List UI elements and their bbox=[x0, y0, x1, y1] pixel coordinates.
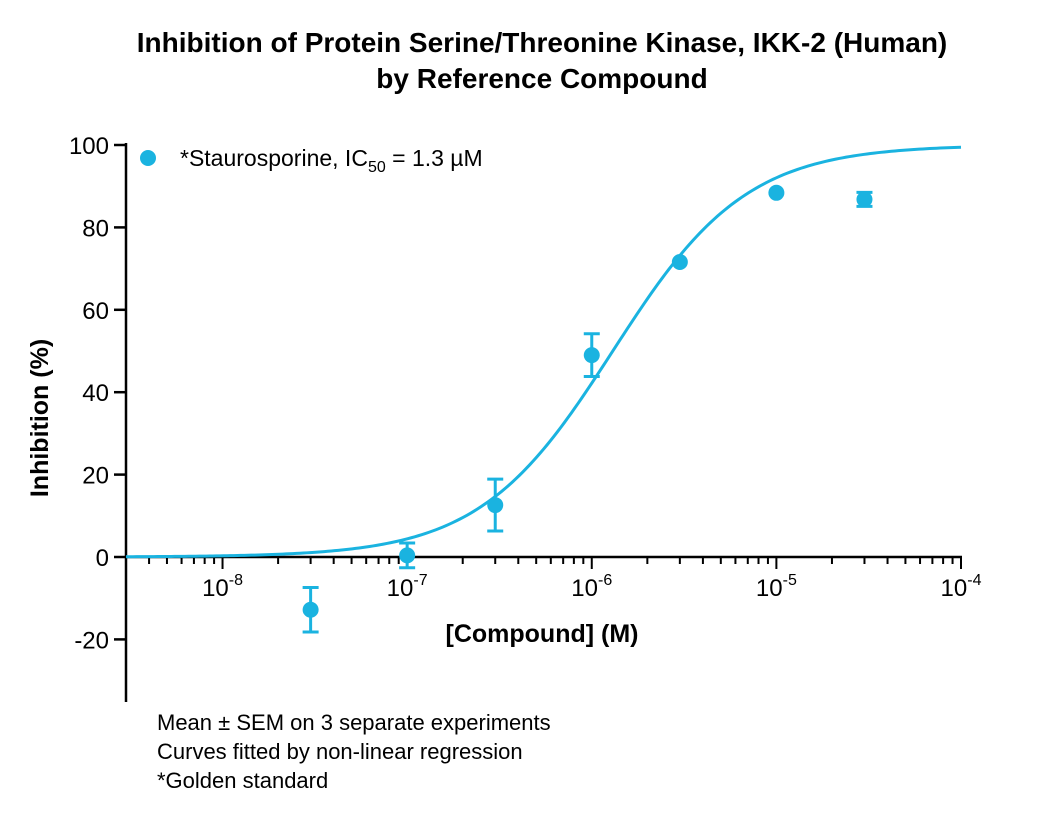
data-point-group bbox=[487, 477, 504, 533]
x-tick-label-base: 10 bbox=[571, 575, 598, 602]
data-point bbox=[671, 254, 688, 271]
footnote-sem-prefix: Mean bbox=[157, 710, 219, 735]
y-tick-label: 60 bbox=[82, 298, 109, 325]
footnote-sem: Mean ± SEM on 3 separate experiments bbox=[157, 708, 551, 737]
data-point bbox=[583, 347, 600, 364]
x-tick-label-exponent: -8 bbox=[229, 572, 243, 589]
x-tick-label: 10-4 bbox=[941, 572, 982, 602]
legend-label-subscript: 50 bbox=[368, 159, 386, 176]
data-point-group bbox=[671, 254, 688, 271]
footnote-fit-method: Curves fitted by non-linear regression bbox=[157, 739, 523, 764]
data-point bbox=[302, 601, 319, 618]
data-point-group bbox=[768, 184, 785, 201]
data-point-group bbox=[399, 541, 416, 570]
footnote-golden-standard: *Golden standard bbox=[157, 768, 329, 793]
legend-marker bbox=[140, 150, 156, 166]
x-tick-label: 10-6 bbox=[571, 572, 612, 602]
x-tick-label-base: 10 bbox=[202, 575, 229, 602]
data-point-group bbox=[583, 332, 600, 379]
chart-title-line-2: by Reference Compound bbox=[376, 63, 707, 94]
y-tick-label: -20 bbox=[74, 627, 109, 654]
data-point-group bbox=[302, 585, 319, 634]
y-tick-label: 40 bbox=[82, 380, 109, 407]
y-tick-label: 0 bbox=[96, 545, 109, 572]
data-point bbox=[487, 497, 504, 514]
data-points-layer bbox=[302, 184, 873, 634]
footnote-sem-suffix: SEM on 3 separate experiments bbox=[230, 710, 551, 735]
x-tick-label: 10-5 bbox=[756, 572, 797, 602]
legend-label: *Staurosporine, IC50 = 1.3 µM bbox=[180, 145, 483, 176]
x-tick-label-base: 10 bbox=[756, 575, 783, 602]
legend-label-suffix: = 1.3 µM bbox=[386, 145, 483, 171]
data-point-group bbox=[856, 190, 873, 208]
chart-title-line-1: Inhibition of Protein Serine/Threonine K… bbox=[137, 27, 948, 58]
data-point bbox=[768, 184, 785, 201]
legend-label-prefix: *Staurosporine, IC bbox=[180, 145, 368, 171]
x-axis-label: [Compound] (M) bbox=[446, 620, 639, 648]
chart-title: Inhibition of Protein Serine/Threonine K… bbox=[137, 27, 948, 94]
data-point bbox=[399, 547, 416, 564]
data-point bbox=[856, 191, 873, 208]
x-tick-label-exponent: -7 bbox=[413, 572, 427, 589]
x-tick-label-base: 10 bbox=[941, 575, 968, 602]
fit-curve-layer bbox=[125, 145, 962, 559]
x-tick-label: 10-7 bbox=[387, 572, 428, 602]
x-tick-label-exponent: -4 bbox=[967, 572, 981, 589]
y-tick-label: 100 bbox=[69, 133, 109, 160]
x-tick-label-exponent: -5 bbox=[783, 572, 797, 589]
x-tick-label: 10-8 bbox=[202, 572, 243, 602]
y-axis-label: Inhibition (%) bbox=[26, 339, 54, 497]
y-tick-label: 80 bbox=[82, 215, 109, 242]
x-tick-label-exponent: -6 bbox=[598, 572, 612, 589]
x-tick-label-base: 10 bbox=[387, 575, 414, 602]
y-tick-label: 20 bbox=[82, 463, 109, 490]
legend: *Staurosporine, IC50 = 1.3 µM bbox=[140, 145, 483, 176]
plus-minus-symbol: ± bbox=[218, 710, 231, 735]
fit-curve bbox=[125, 145, 962, 559]
